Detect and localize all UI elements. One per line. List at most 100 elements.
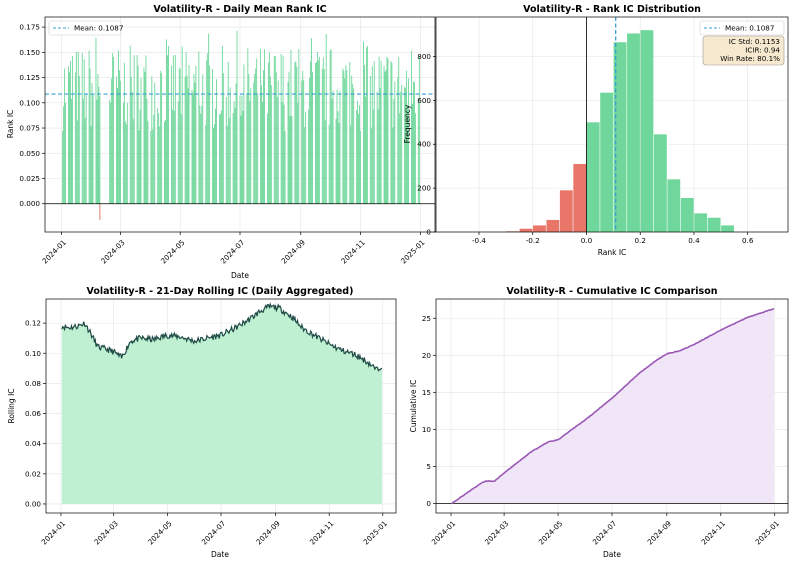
ic-bar [383,65,385,204]
histogram-bar [533,225,546,232]
x-tick-label: 2024-01 [430,519,458,547]
y-tick-labels: 0.00 0.02 0.04 0.06 0.08 0.10 0.12 [25,319,46,508]
ic-bar [257,93,259,204]
ic-bar [282,55,284,204]
stat-ic-std: IC Std: 0.1153 [729,37,780,46]
ic-bar [89,68,91,204]
x-tick-label: 0.4 [688,236,700,245]
ic-bar [294,62,296,204]
ic-bar [365,47,367,204]
ic-bar [151,76,153,204]
ic-bar [339,90,341,204]
y-tick-label: 25 [422,314,431,323]
ic-bar [344,78,346,204]
ic-bar [254,73,256,204]
ic-bar [291,116,293,204]
histogram-bar [600,92,614,232]
ic-bar [330,48,332,204]
ic-bar [221,45,223,204]
histogram-bar [680,197,694,232]
ic-bar [304,127,306,204]
ic-bar [393,99,395,204]
plot-frame [435,16,789,233]
ic-bar [228,117,230,204]
ic-bar [298,49,300,204]
ic-bar [236,30,238,204]
ic-bar [98,86,100,204]
ic-bar [63,106,65,204]
x-tick-label: 2024-07 [219,238,247,266]
y-tick-labels: 0 5 10 15 20 25 [422,314,436,508]
ic-bar [96,99,98,204]
ic-bar [201,106,203,204]
ic-bar [136,55,138,204]
histogram-bar [546,219,560,232]
ic-bar [296,66,298,204]
ic-bar [198,51,200,204]
y-tick-label: 0.125 [19,73,40,82]
y-tick-labels: 0 200 400 600 800 [417,52,436,237]
ic-bar [331,98,333,204]
x-tick-label: 2024-11 [308,519,336,547]
ic-bar [325,34,327,204]
ic-bar [137,65,139,204]
ic-bar [343,70,345,204]
ic-bar [392,127,394,204]
x-tick-labels: -0.4 -0.2 0.0 0.2 0.4 0.6 [472,232,754,245]
chart-title: Volatility-R - Daily Mean Rank IC [153,4,326,15]
ic-bar [418,56,420,204]
ic-bar [181,46,183,204]
ic-bar [109,99,111,204]
ic-bar [111,78,113,204]
stat-win-rate: Win Rate: 80.1% [720,54,780,63]
ic-bar [180,114,182,204]
ic-bar [407,105,409,204]
x-tick-labels: 2024-01 2024-03 2024-05 2024-07 2024-09 2024-… [40,232,427,266]
ic-bar [71,56,73,204]
x-tick-label: 2024-03 [92,519,120,547]
ic-bar [99,96,101,204]
ic-bar [324,120,326,204]
y-tick-label: 0 [426,499,431,508]
histogram-bar [640,30,654,232]
ic-bar [146,98,148,204]
ic-bar [140,78,142,204]
legend-mean-label: Mean: 0.1087 [74,24,123,33]
ic-bar [315,63,316,204]
ic-bar [270,85,272,204]
legend-mean-label: Mean: 0.1087 [725,24,774,33]
ic-bar [113,57,115,204]
ic-bar [191,89,193,204]
ic-bar [120,80,121,204]
ic-bar [317,60,319,204]
x-axis-label: Date [211,550,229,559]
ic-bar [404,86,406,204]
ic-bar [199,105,201,204]
ic-bar [233,101,235,204]
ic-bar [143,67,145,204]
ic-bar [269,76,271,204]
ic-bar [119,70,120,204]
ic-bar [84,117,86,204]
ic-bar [83,59,85,204]
histogram-bar [586,122,600,232]
ic-bar [62,131,64,204]
ic-bar [249,101,251,204]
ic-bar [262,101,263,204]
ic-bar [274,56,276,204]
ic-bar [206,60,208,204]
x-tick-label: 2024-07 [200,519,228,547]
ic-bar [246,93,248,204]
histogram-bar [694,213,708,232]
ic-bar [373,61,375,204]
ic-bar [260,48,262,204]
ic-bar [98,181,100,204]
ic-bar [193,74,195,204]
x-tick-label: 2024-11 [699,519,727,547]
ic-bar [145,55,147,204]
x-tick-label: -0.4 [472,236,486,245]
y-tick-label: 15 [422,388,431,397]
rolling-ic-line [61,302,383,372]
ic-bar [266,113,268,204]
